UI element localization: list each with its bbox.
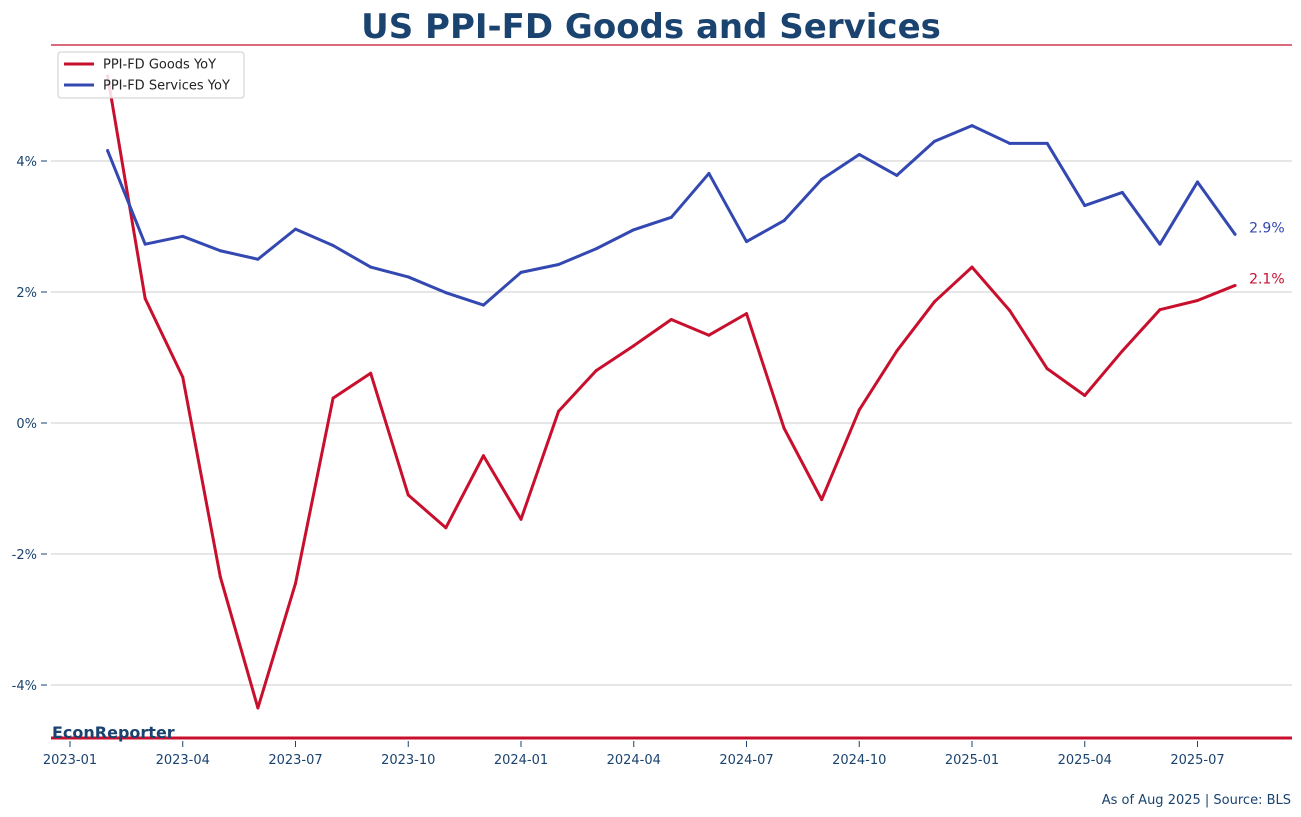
data-point [932,139,936,143]
data-point [669,318,673,322]
data-point [557,409,561,413]
y-tick-label: -2% [12,548,37,563]
data-point [406,493,410,497]
data-point [1045,367,1049,371]
data-point [519,270,523,274]
data-point [294,227,297,231]
data-point [218,575,222,579]
data-point [782,426,786,430]
x-tick-label: 2023-07 [268,753,322,768]
data-point [820,498,824,502]
data-point [707,333,711,337]
x-tick-label: 2024-04 [607,753,661,768]
x-tick-label: 2025-07 [1170,753,1224,768]
data-point [331,396,335,400]
x-tick-label: 2024-10 [832,753,886,768]
data-point [1233,283,1237,287]
y-tick-label: 4% [16,155,37,170]
data-point [331,243,335,247]
data-point [1083,393,1087,397]
gridlines [51,160,1292,686]
x-tick-label: 2023-01 [43,753,97,768]
data-point [369,371,373,375]
data-point [181,234,185,238]
data-point [1083,204,1087,208]
data-point [970,124,974,128]
x-tick-label: 2023-10 [381,753,435,768]
data-point [857,408,861,412]
data-point [181,375,185,379]
source-note: As of Aug 2025 | Source: BLS [1102,793,1291,808]
data-point [970,265,974,269]
data-point [519,517,523,521]
data-point [745,312,748,316]
data-point [369,265,373,269]
y-tick-label: -4% [12,679,37,694]
data-point [1008,141,1012,145]
chart-title: US PPI-FD Goods and Services [361,7,941,47]
series-line-0 [106,75,1236,710]
y-tick-label: 0% [16,417,37,432]
data-point [669,215,673,219]
x-tick-label: 2023-04 [156,753,210,768]
x-tick-label: 2024-07 [719,753,773,768]
data-point [857,152,861,156]
x-tick-label: 2025-04 [1058,753,1112,768]
x-axis-ticks: 2023-01 2023-04 2023-07 2023-10 2024-01 2024-… [43,741,1225,768]
data-point [820,177,824,181]
data-point [1158,308,1162,312]
x-tick-label: 2024-01 [494,753,548,768]
data-point [1233,232,1237,236]
data-point [707,171,711,175]
end-value-label-0: 2.1% [1249,271,1285,287]
data-point [481,303,485,307]
series-line-1 [106,124,1237,307]
data-point [256,257,260,261]
data-point [1008,308,1012,312]
data-point [632,344,636,348]
data-point [594,369,598,373]
data-point [1158,242,1162,246]
end-labels: 2.1% 2.9% [1249,220,1285,287]
data-point [256,706,260,710]
data-point [557,262,561,266]
data-point [782,219,786,223]
data-point [632,228,636,232]
data-point [218,249,222,253]
brand-watermark: EconReporter [52,723,175,742]
legend-label: PPI-FD Goods YoY [103,58,216,73]
data-point [1045,141,1049,145]
series-lines [106,74,1237,710]
y-tick-label: 2% [16,286,37,301]
data-point [481,454,485,458]
y-axis-ticks: -4% -2% 0% 2% 4% [12,155,47,694]
legend-label: PPI-FD Services YoY [103,79,230,94]
data-point [1196,180,1199,184]
data-point [106,149,110,153]
data-point [406,275,410,279]
data-point [444,291,448,295]
data-point [444,526,448,530]
data-point [745,240,748,244]
x-tick-label: 2025-01 [945,753,999,768]
data-point [895,349,899,353]
data-point [1120,349,1124,353]
data-point [594,247,598,251]
legend-box [57,51,245,99]
end-value-label-1: 2.9% [1249,220,1285,236]
data-point [895,173,899,177]
data-point [143,297,147,301]
data-point [932,300,936,304]
data-point [1196,299,1199,303]
data-point [1120,190,1124,194]
legend: PPI-FD Goods YoY PPI-FD Services YoY [57,51,245,99]
data-point [294,581,297,585]
data-point [143,242,147,246]
